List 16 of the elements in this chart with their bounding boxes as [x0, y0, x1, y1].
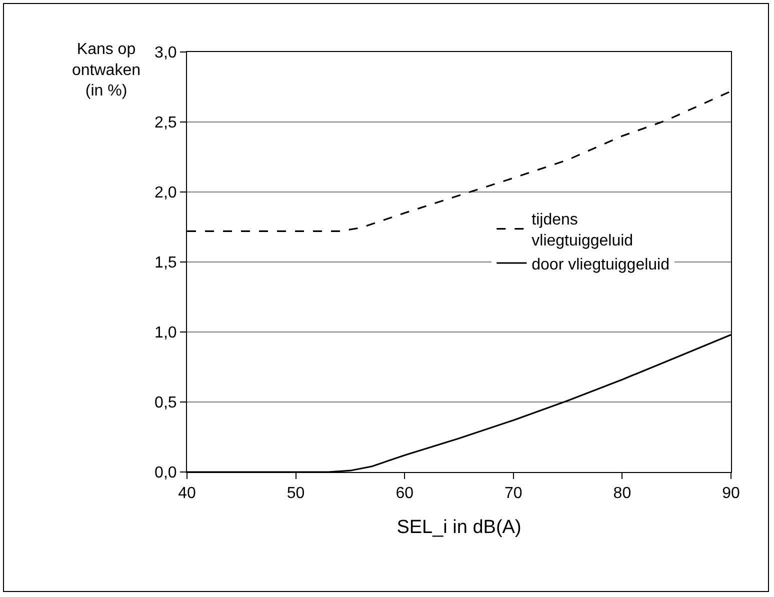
y-tick-label: 2,5: [154, 114, 177, 132]
y-axis-title: Kans op ontwaken (in %): [72, 41, 140, 100]
x-tick-label: 50: [286, 485, 305, 502]
legend-label: door vliegtuiggeluid: [532, 256, 670, 274]
y-tick-label: 0,0: [154, 464, 177, 482]
y-tick-label: 1,5: [154, 254, 177, 272]
y-tick-label: 2,0: [154, 184, 177, 202]
x-axis-title: SEL_i in dB(A): [396, 517, 522, 538]
x-tick-label: 80: [613, 485, 632, 502]
y-tick-label: 3,0: [154, 44, 177, 62]
x-tick-label: 60: [396, 485, 414, 502]
x-tick-label: 90: [722, 485, 740, 502]
x-tick-label: 40: [178, 485, 196, 502]
x-tick-label: 70: [504, 485, 522, 502]
y-tick-label: 1,0: [154, 324, 177, 342]
y-tick-label: 0,5: [154, 394, 177, 412]
